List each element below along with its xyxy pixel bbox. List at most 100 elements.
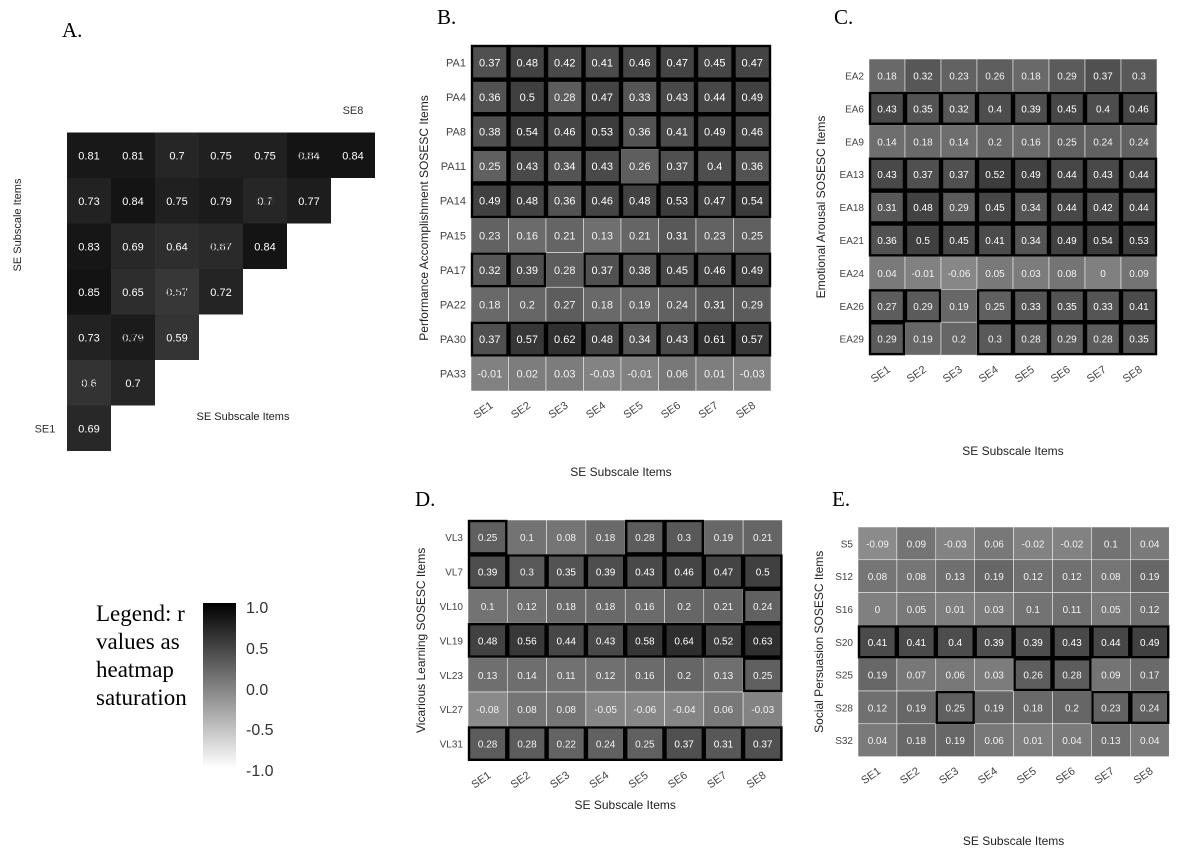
heatmap-cell [868, 190, 906, 224]
cell-value-label: 0.52 [714, 636, 734, 647]
heatmap-cell [111, 360, 155, 406]
cell-value-label: 0.24 [1093, 137, 1113, 148]
cell-value-label: 0.28 [1021, 335, 1041, 346]
cell-value-label: -0.05 [594, 705, 617, 716]
cell-value-label: 0.14 [517, 671, 537, 682]
significant-cell-outline [546, 554, 587, 590]
y-axis-label: Vicarious Learning SOSESC Items [414, 548, 428, 733]
heatmap-cell [585, 588, 626, 624]
cell-value-label: 0.29 [877, 335, 897, 346]
heatmap-cell [896, 657, 937, 692]
diagonal-tick-label: SE2 [79, 378, 100, 390]
cell-value-label: 0.33 [1021, 302, 1041, 313]
cell-value-label: 0.49 [1057, 236, 1077, 247]
significant-cell-outline [658, 252, 697, 288]
heatmap-cell [658, 183, 697, 219]
significant-cell-outline [1013, 658, 1053, 692]
heatmap-cell [1091, 625, 1131, 659]
cell-value-label: 0.43 [596, 636, 616, 647]
row-tick-label: S28 [835, 703, 853, 714]
cell-value-label: 0.23 [1101, 703, 1121, 714]
significant-cell-outline [695, 183, 734, 219]
cell-value-label: 0.18 [913, 137, 933, 148]
heatmap-cell [742, 622, 783, 658]
column-tick-label: SE2 [905, 364, 929, 386]
row-tick-label: VL10 [440, 602, 464, 613]
significant-cell-outline [1012, 289, 1050, 323]
cell-value-label: 0.03 [554, 369, 575, 381]
significant-cell-outline [940, 223, 978, 257]
cell-value-label: 0.59 [166, 332, 187, 344]
heatmap-cell [331, 132, 375, 178]
significant-cell-outline [545, 113, 584, 149]
significant-cell-outline [904, 91, 942, 126]
heatmap-cell [703, 691, 744, 727]
heatmap-cell [1048, 157, 1086, 191]
column-tick-label: SE3 [937, 765, 961, 787]
heatmap-cell [703, 519, 744, 555]
heatmap-cell [1120, 157, 1158, 191]
significant-cell-outline [470, 113, 509, 149]
cell-value-label: 0.13 [592, 230, 613, 242]
significant-cell-outline [470, 321, 509, 357]
significant-cell-outline [1084, 157, 1122, 191]
heatmap-cell [1120, 289, 1158, 323]
heatmap-cell [1120, 256, 1158, 290]
cell-value-label: 0.1 [481, 602, 495, 613]
y-axis-label: Social Persuasion SOSESC Items [812, 551, 826, 733]
cell-value-label: 0.18 [592, 300, 613, 312]
heatmap-cell [664, 622, 705, 658]
y-axis-label: Performance Accomplishment SOSESC Items [417, 95, 431, 340]
cell-value-label: 0.29 [1057, 335, 1077, 346]
cell-value-label: 0.48 [478, 636, 498, 647]
cell-value-label: -0.01 [627, 369, 652, 381]
row-tick-label: VL27 [440, 705, 464, 716]
cell-value-label: 0.84 [254, 241, 275, 253]
heatmap-cell [624, 519, 665, 555]
cell-value-label: 0.35 [1057, 302, 1077, 313]
cell-value-label: 0.05 [907, 605, 927, 616]
cell-value-label: 0.14 [949, 137, 969, 148]
significant-cell-outline [868, 190, 906, 224]
cell-value-label: 0.46 [742, 127, 763, 139]
significant-cell-outline [508, 113, 547, 149]
cell-value-label: 0.46 [629, 57, 650, 69]
cell-value-label: 0.26 [629, 161, 650, 173]
heatmap-cell [620, 286, 659, 323]
cell-value-label: 0.07 [907, 671, 927, 682]
cell-value-label: 0.32 [913, 71, 933, 82]
column-tick-label: SE4 [977, 364, 1001, 386]
cell-value-label: 0.08 [868, 572, 888, 583]
cell-value-label: 0.81 [78, 150, 99, 162]
heatmap-cell [868, 223, 906, 257]
cell-value-label: 0.79 [122, 332, 143, 344]
cell-value-label: 0.44 [1101, 638, 1121, 649]
heatmap-cell [703, 588, 744, 624]
heatmap-cell [545, 44, 584, 80]
significant-cell-outline [976, 322, 1014, 356]
cell-value-label: 0.03 [1021, 269, 1041, 280]
heatmap-cell [545, 252, 584, 288]
cell-value-label: 0.24 [596, 740, 616, 751]
cell-value-label: 0.2 [520, 300, 535, 312]
cell-value-label: 0.39 [1023, 638, 1043, 649]
heatmap-cell [976, 190, 1014, 224]
cell-value-label: 0.34 [1021, 203, 1041, 214]
significant-cell-outline [658, 183, 697, 219]
cell-value-label: 0.54 [1093, 236, 1113, 247]
significant-cell-outline [742, 554, 783, 590]
heatmap-cell [243, 132, 287, 178]
diagonal-tick-label: SE3 [123, 332, 144, 344]
significant-cell-outline [868, 289, 906, 323]
heatmap-cell [507, 691, 547, 727]
row-tick-label: EA26 [840, 302, 865, 313]
heatmap-cell [1130, 657, 1170, 692]
heatmap-cell [585, 519, 626, 555]
heatmap-cell [467, 554, 508, 590]
heatmap-cell [658, 217, 697, 253]
cell-value-label: 0.19 [984, 572, 1004, 583]
column-tick-label: SE8 [1121, 364, 1145, 386]
cell-value-label: 0.44 [1129, 203, 1149, 214]
heatmap-cell [620, 44, 659, 80]
significant-cell-outline [620, 321, 659, 357]
